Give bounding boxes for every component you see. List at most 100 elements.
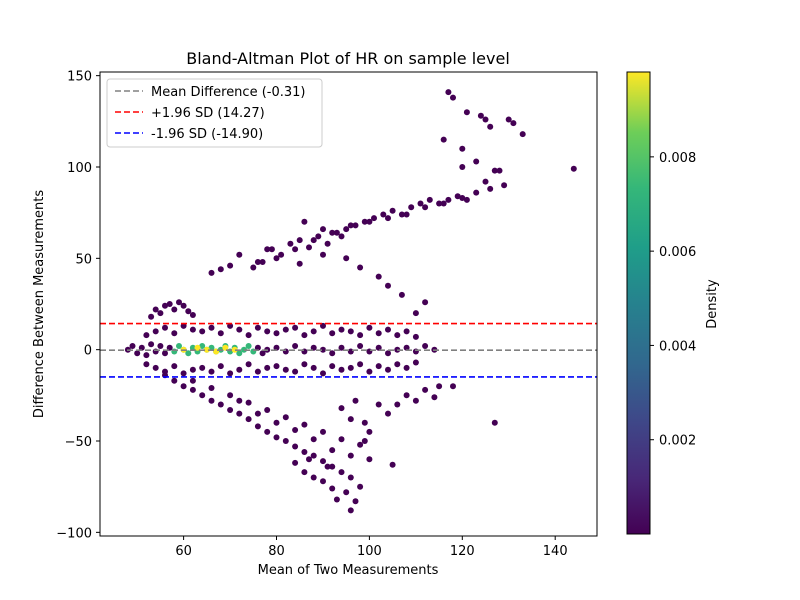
data-point [338, 469, 345, 476]
data-point [450, 383, 456, 390]
y-tick-label: 100 [67, 161, 92, 176]
data-point [203, 346, 210, 353]
colorbar-gradient [626, 71, 651, 535]
data-point [347, 452, 354, 459]
data-point [268, 246, 275, 253]
data-point [385, 282, 391, 289]
data-point [208, 385, 215, 391]
x-tick-label: 120 [450, 544, 475, 559]
data-point [440, 136, 447, 143]
data-point [162, 350, 168, 357]
data-point [412, 333, 419, 340]
data-point [366, 368, 373, 375]
data-point [208, 324, 215, 331]
data-point [357, 343, 364, 349]
data-point [227, 262, 234, 269]
y-tick-label: 150 [67, 70, 92, 85]
data-point [176, 299, 182, 306]
data-point [292, 246, 299, 253]
data-point [254, 410, 261, 417]
chart-title: Bland-Altman Plot of HR on sample level [186, 49, 510, 68]
data-point [352, 397, 359, 404]
data-point [310, 364, 317, 371]
data-point [129, 343, 136, 349]
data-point [245, 343, 252, 349]
data-point [385, 215, 391, 222]
data-point [259, 259, 266, 265]
data-point [347, 328, 354, 335]
data-point [254, 324, 261, 331]
data-point [264, 407, 271, 413]
data-point [282, 366, 289, 373]
data-point [227, 392, 234, 399]
data-point [143, 361, 150, 368]
data-point [194, 344, 201, 351]
data-point [171, 348, 178, 355]
data-point [282, 438, 289, 444]
data-point [273, 255, 280, 262]
data-point [171, 363, 178, 370]
data-point [375, 344, 382, 351]
data-point [292, 427, 299, 433]
data-point [375, 401, 382, 408]
y-tick-label: −50 [65, 435, 92, 450]
data-point [403, 392, 410, 399]
plot-area-frame [99, 71, 598, 537]
data-point [361, 419, 368, 426]
data-point [162, 324, 168, 331]
data-point [375, 330, 382, 337]
data-point [199, 392, 206, 399]
data-point [273, 434, 280, 441]
colorbar-tick-label: 0.006 [659, 245, 696, 260]
data-point [408, 204, 415, 211]
data-point [440, 200, 447, 207]
data-point [264, 428, 271, 435]
data-point [310, 344, 317, 351]
data-point [189, 344, 196, 351]
data-point [292, 368, 299, 375]
data-point [157, 310, 164, 317]
data-point [320, 226, 326, 233]
data-point [487, 123, 494, 130]
data-point [301, 218, 308, 225]
y-axis-label: Difference Between Measurements [32, 190, 47, 418]
data-point [482, 116, 489, 123]
data-point [324, 240, 331, 247]
data-point [347, 348, 354, 355]
data-point [310, 237, 317, 244]
data-point [292, 443, 299, 450]
x-axis-label: Mean of Two Measurements [258, 563, 439, 578]
data-point [357, 264, 364, 271]
data-point [264, 364, 271, 371]
data-point [380, 211, 387, 218]
reference-lines [100, 322, 597, 378]
data-point [254, 344, 261, 351]
data-point [301, 348, 308, 355]
data-point [236, 251, 243, 258]
data-point [361, 438, 368, 444]
x-tick-label: 100 [357, 544, 382, 559]
data-point [292, 459, 299, 466]
data-point [162, 302, 168, 309]
data-point [445, 196, 452, 203]
y-tick-label: 0 [84, 344, 92, 359]
data-point [208, 344, 215, 351]
data-point [496, 167, 503, 174]
data-point [152, 328, 159, 335]
data-point [245, 416, 252, 423]
data-point [282, 348, 289, 355]
data-point [385, 410, 391, 417]
data-point [180, 302, 187, 309]
data-point [199, 343, 206, 349]
data-point [320, 346, 326, 353]
data-point [463, 109, 470, 116]
data-point [306, 456, 312, 463]
data-point [227, 370, 234, 377]
data-point [445, 89, 452, 96]
data-point [398, 291, 405, 298]
data-point [148, 313, 155, 320]
data-point [199, 364, 206, 371]
data-point [403, 344, 410, 351]
data-point [185, 350, 192, 357]
